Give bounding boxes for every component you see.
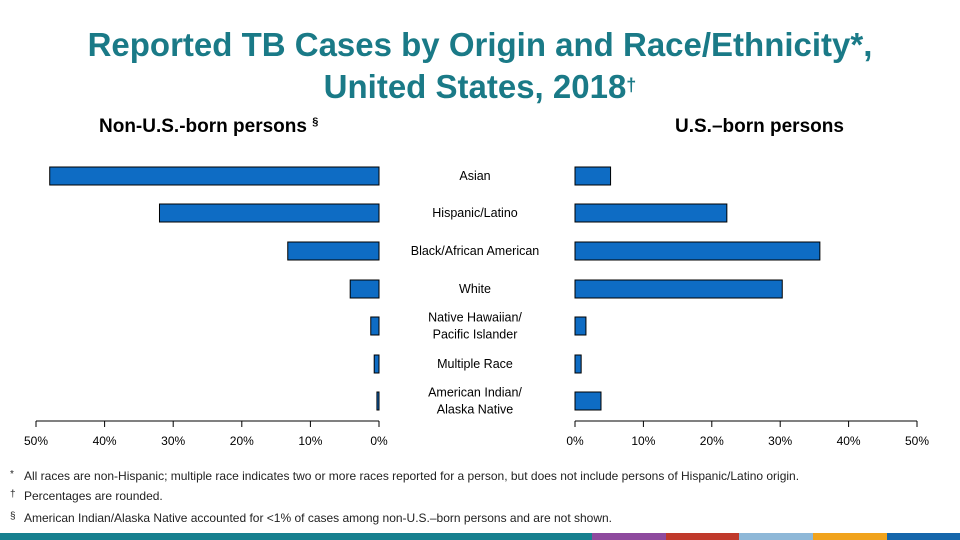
x-tick-label: 10%	[631, 434, 655, 448]
x-tick-label: 10%	[298, 434, 322, 448]
bottom-bar-segment	[0, 533, 592, 540]
x-tick-label: 20%	[700, 434, 724, 448]
footnote-3-text: American Indian/Alaska Native accounted …	[24, 511, 613, 525]
category-label: Alaska Native	[437, 403, 513, 417]
left-panel-title-text: Non-U.S.-born persons	[99, 116, 307, 137]
x-tick-label: 30%	[161, 434, 185, 448]
category-label: Pacific Islander	[433, 328, 518, 342]
bottom-color-bar	[0, 533, 960, 540]
chart-title-line2: United States, 2018†	[0, 66, 960, 108]
bar-us-born-1	[574, 203, 728, 223]
footnote-2-mark: †	[10, 489, 16, 500]
x-tick-label: 0%	[566, 434, 584, 448]
bottom-bar-segment	[887, 533, 960, 540]
category-label: Black/African American	[411, 244, 540, 258]
bar-non-us-born-1	[158, 203, 380, 223]
x-tick-label: 40%	[837, 434, 861, 448]
bar-non-us-born-3	[349, 279, 380, 299]
footnote-2-text: Percentages are rounded.	[24, 489, 163, 503]
bar-us-born-0	[574, 166, 612, 186]
x-tick-label: 50%	[905, 434, 929, 448]
bar-non-us-born-6	[376, 391, 380, 411]
chart-title: Reported TB Cases by Origin and Race/Eth…	[0, 24, 960, 108]
x-tick-label: 30%	[768, 434, 792, 448]
bar-us-born-2	[574, 241, 821, 261]
footnote-2: † Percentages are rounded.	[10, 489, 163, 503]
category-label: Multiple Race	[437, 357, 513, 371]
footnote-1-text: All races are non-Hispanic; multiple rac…	[24, 469, 800, 483]
footnote-1-mark: *	[10, 469, 14, 480]
right-panel-title: U.S.–born persons	[675, 116, 844, 137]
chart-title-line1: Reported TB Cases by Origin and Race/Eth…	[87, 26, 873, 63]
bar-non-us-born-5	[373, 354, 380, 374]
x-tick-label: 50%	[24, 434, 48, 448]
x-tick-label: 40%	[93, 434, 117, 448]
bar-us-born-3	[574, 279, 783, 299]
bottom-bar-segment	[813, 533, 887, 540]
bar-us-born-6	[574, 391, 602, 411]
bar-non-us-born-4	[370, 316, 380, 336]
bottom-bar-segment	[592, 533, 666, 540]
bottom-bar-segment	[666, 533, 739, 540]
x-tick-label: 0%	[370, 434, 388, 448]
category-label: Native Hawaiian/	[428, 311, 522, 325]
left-panel-title-mark: §	[312, 116, 319, 128]
category-label: Asian	[459, 169, 490, 183]
chart-title-line2-text: United States, 2018	[323, 68, 627, 105]
footnote-1: * All races are non-Hispanic; multiple ra…	[10, 469, 799, 483]
bar-non-us-born-0	[49, 166, 380, 186]
title-footnote-mark: †	[626, 75, 637, 95]
bar-non-us-born-2	[287, 241, 380, 261]
category-label: American Indian/	[428, 386, 522, 400]
category-label: Hispanic/Latino	[432, 206, 518, 220]
footnote-3: § American Indian/Alaska Native accounted…	[10, 511, 612, 525]
x-tick-label: 20%	[230, 434, 254, 448]
bar-us-born-5	[574, 354, 582, 374]
left-panel-title: Non-U.S.-born persons §	[99, 116, 318, 138]
footnote-3-mark: §	[10, 511, 16, 522]
bottom-bar-segment	[739, 533, 813, 540]
bar-us-born-4	[574, 316, 587, 336]
category-label: White	[459, 282, 491, 296]
